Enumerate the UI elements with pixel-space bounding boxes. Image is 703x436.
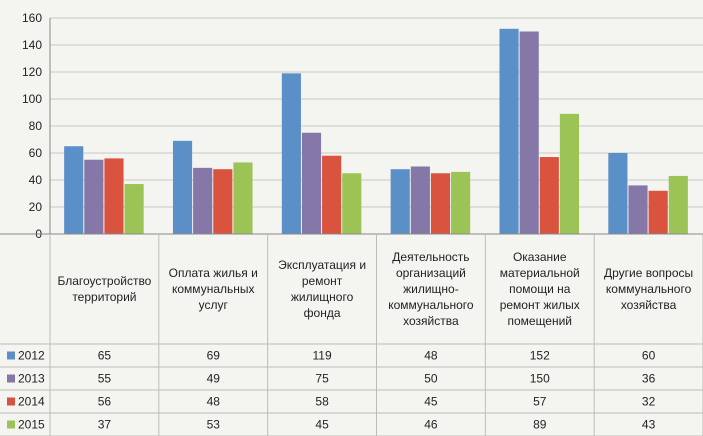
- bar-2012-0: [64, 146, 84, 234]
- bar-2015-4: [559, 113, 580, 234]
- category-label-line: фонда: [304, 306, 341, 320]
- bar-2014-3: [430, 173, 451, 234]
- category-label-line: услуг: [199, 298, 229, 312]
- bar-2012-3: [390, 169, 410, 234]
- category-label-line: коммунального: [388, 298, 474, 312]
- gridlines: [50, 17, 703, 235]
- legend-label-2012: 2012: [18, 349, 45, 363]
- bar-2012-2: [281, 73, 301, 234]
- category-label: Благоустройство территорий: [57, 274, 151, 304]
- category-label-line: помещений: [507, 314, 572, 328]
- category-label-line: ремонт жилых: [500, 298, 580, 312]
- bar-2015-5: [668, 175, 688, 234]
- y-tick-label: 140: [22, 38, 42, 52]
- table-cell-value: 37: [98, 418, 112, 432]
- bar-2013-2: [301, 132, 322, 234]
- y-tick-label: 60: [29, 146, 43, 160]
- bar-2013-5: [628, 185, 648, 234]
- bar-2013-1: [193, 167, 213, 234]
- table-cell-value: 57: [533, 395, 547, 409]
- category-label-line: Оплата жилья и: [169, 266, 258, 280]
- bar-2014-4: [539, 157, 559, 234]
- y-tick-label: 120: [22, 65, 42, 79]
- category-label-line: Другие вопросы: [604, 266, 693, 280]
- category-label-line: материальной: [500, 266, 580, 280]
- legend-swatch-2013: [7, 374, 15, 383]
- bar-2015-0: [124, 184, 144, 234]
- table-cell-value: 60: [642, 349, 656, 363]
- category-label-line: помощи на: [509, 282, 571, 296]
- bar-2015-3: [451, 171, 471, 234]
- table-cell-value: 75: [315, 372, 329, 386]
- y-tick-label: 80: [29, 119, 43, 133]
- table-cell-value: 32: [642, 395, 656, 409]
- table-cell-value: 55: [98, 372, 112, 386]
- table-cell-value: 48: [424, 349, 438, 363]
- bar-2014-2: [322, 155, 342, 234]
- bars: [64, 28, 688, 234]
- y-tick-label: 100: [22, 92, 42, 106]
- bar-2013-3: [410, 166, 430, 234]
- y-tick-label: 20: [29, 200, 43, 214]
- legend-label-2015: 2015: [18, 418, 45, 432]
- category-label-line: организаций: [396, 266, 466, 280]
- category-label-line: хозяйства: [621, 298, 677, 312]
- bar-2012-4: [499, 28, 519, 234]
- category-label: Деятельность организаций жилищно-коммуналь…: [388, 250, 474, 328]
- table-cell-value: 48: [207, 395, 221, 409]
- y-tick-label: 160: [22, 11, 42, 25]
- category-label-line: Эксплуатация и: [278, 258, 366, 272]
- category-label-line: Оказание: [513, 250, 567, 264]
- table-cell-value: 36: [642, 372, 656, 386]
- table-cell-value: 53: [207, 418, 221, 432]
- bar-2014-1: [213, 169, 233, 234]
- table-cell-value: 50: [424, 372, 438, 386]
- bar-2013-0: [84, 159, 104, 234]
- category-label-line: жилищно-: [403, 282, 459, 296]
- category-label-line: хозяйства: [403, 314, 459, 328]
- table-cell-value: 58: [315, 395, 329, 409]
- bar-2012-5: [608, 153, 628, 234]
- table-cell-value: 56: [98, 395, 112, 409]
- category-label-line: коммунального: [606, 282, 692, 296]
- table-cell-value: 65: [98, 349, 112, 363]
- category-label-line: ремонт: [302, 274, 343, 288]
- table-cell-value: 150: [530, 372, 550, 386]
- bar-2014-0: [104, 158, 124, 234]
- legend-swatch-2015: [7, 420, 15, 429]
- legend-swatch-2014: [7, 397, 15, 406]
- table-cell-value: 45: [424, 395, 438, 409]
- bar-2014-5: [648, 190, 668, 234]
- category-label: Другие вопросы коммунального хозяйства: [604, 266, 693, 312]
- category-label-line: коммунальных: [172, 282, 255, 296]
- table-cell-value: 49: [207, 372, 221, 386]
- category-label-line: жилищного: [291, 290, 354, 304]
- table-cell-value: 43: [642, 418, 656, 432]
- bar-2012-1: [172, 140, 193, 234]
- category-label-line: Деятельность: [392, 250, 469, 264]
- bar-2013-4: [519, 31, 539, 234]
- category-label: Оплата жилья и коммунальных услуг: [169, 266, 258, 312]
- category-label: Оказание материальной помощи на ремонт жилы…: [500, 250, 580, 328]
- category-label: Эксплуатация и ремонт жилищного фонда: [278, 258, 366, 320]
- data-table: Благоустройство территорий Оплата жилья и к…: [0, 233, 703, 436]
- bar-2015-2: [342, 173, 362, 234]
- table-cell-value: 46: [424, 418, 438, 432]
- table-cell-value: 69: [207, 349, 221, 363]
- bar-2015-1: [233, 162, 253, 234]
- table-cell-value: 152: [530, 349, 550, 363]
- table-cell-value: 45: [315, 418, 329, 432]
- legend-label-2013: 2013: [18, 372, 45, 386]
- table-cell-value: 89: [533, 418, 547, 432]
- legend-label-2014: 2014: [18, 395, 45, 409]
- category-label-line: Благоустройство: [57, 274, 151, 288]
- table-cell-value: 119: [313, 349, 332, 363]
- legend-swatch-2012: [7, 351, 15, 360]
- category-label-line: территорий: [72, 290, 136, 304]
- y-tick-label: 40: [29, 173, 43, 187]
